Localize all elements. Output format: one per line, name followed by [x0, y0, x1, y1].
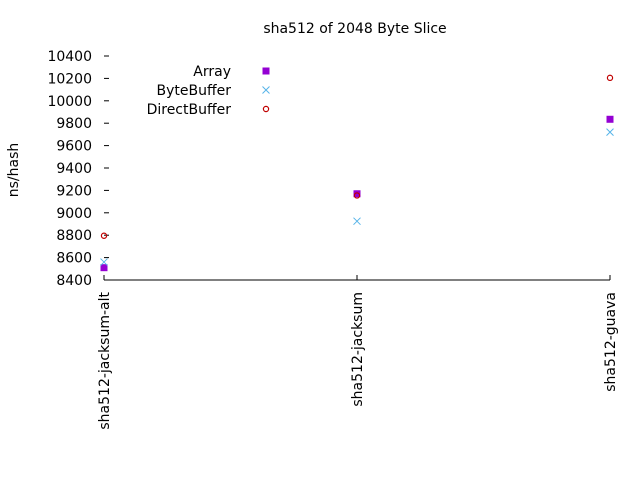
point-bytebuffer: [353, 217, 361, 226]
legend-label-array: Array: [193, 64, 231, 80]
y-tick-label: 8800: [56, 228, 92, 244]
point-array: [100, 264, 108, 272]
y-tick-label: 9400: [56, 161, 92, 177]
legend-label-directbuffer: DirectBuffer: [147, 102, 232, 118]
point-bytebuffer: [100, 258, 108, 266]
legend-marker-bytebuffer: [262, 86, 270, 94]
legend-label-bytebuffer: ByteBuffer: [157, 83, 232, 99]
x-tick-label: sha512-jacksum: [350, 292, 366, 407]
y-tick-label: 10200: [47, 71, 92, 87]
legend: Array ByteBuffer DirectBuffer: [147, 64, 270, 118]
ticks: 8400 8600 8800 9000 9200 9400 9600 9800 10000 102…: [47, 49, 619, 430]
y-tick-label: 9000: [56, 206, 92, 222]
y-tick-label: 10400: [47, 49, 92, 65]
point-directbuffer: [353, 192, 361, 199]
legend-marker-directbuffer: [262, 105, 270, 113]
point-directbuffer: [606, 74, 614, 82]
point-array: [353, 190, 361, 198]
y-tick-label: 8600: [56, 251, 92, 267]
y-tick-label: 9600: [56, 139, 92, 155]
point-bytebuffer: [606, 128, 614, 137]
x-tick-label: sha512-jacksum-alt: [97, 291, 113, 429]
x-tick-label: sha512-guava: [603, 292, 619, 392]
y-tick-label: 8400: [56, 273, 92, 289]
legend-marker-array: [262, 67, 270, 75]
point-directbuffer: [100, 232, 108, 239]
point-array: [606, 115, 614, 123]
y-tick-label: 10000: [47, 94, 92, 110]
chart-title: sha512 of 2048 Byte Slice: [263, 21, 446, 37]
y-tick-label: 9800: [56, 116, 92, 132]
data-points: [100, 74, 614, 272]
y-axis-label: ns/hash: [6, 143, 22, 198]
y-tick-label: 9200: [56, 183, 92, 199]
